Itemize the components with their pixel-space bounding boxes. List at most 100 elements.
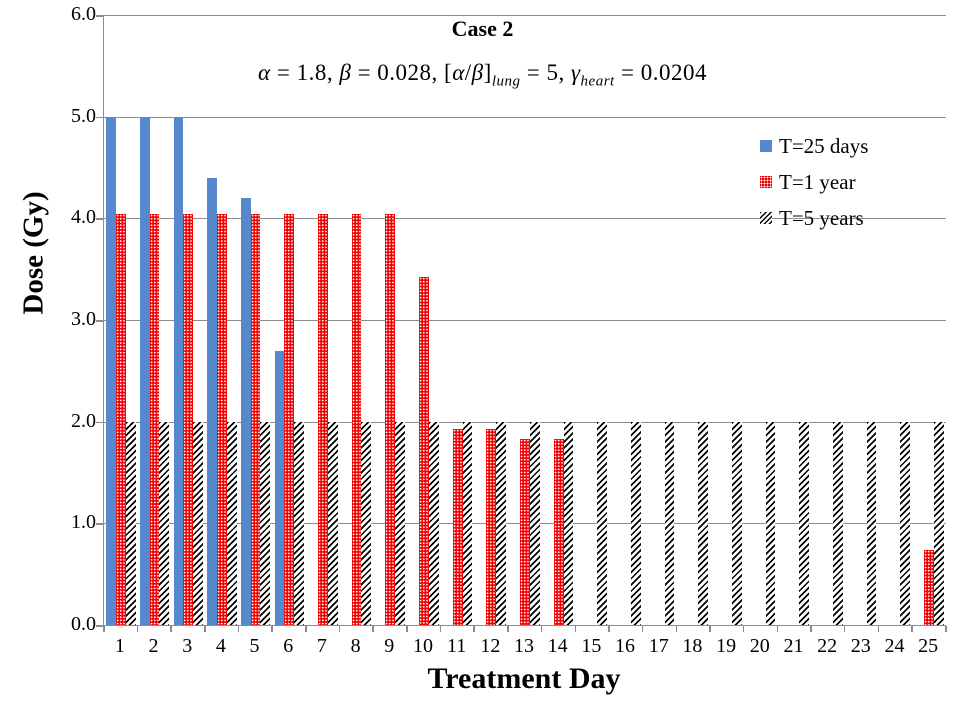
x-tick-label: 1 [114,635,125,657]
bar-t-5-years [361,421,372,625]
x-tick-mark [641,626,644,632]
bar-t-5-years [630,421,641,625]
x-tick-mark [709,626,711,632]
x-tick-label: 16 [615,635,636,657]
x-tick-mark [877,626,880,632]
bar-group-day-24 [879,15,913,625]
x-tick-label: 14 [547,635,568,657]
x-tick-label: 11 [446,635,467,657]
x-tick-mark [372,626,374,632]
y-tick-mark [96,523,103,525]
x-axis-title: Treatment Day [427,662,621,695]
bar-t-1-year [553,438,564,625]
x-tick-label: 19 [716,635,737,657]
x-tick-label: 8 [350,635,361,657]
bar-t-1-year [419,277,429,625]
y-tick-label: 2.0 [71,409,96,432]
bar-t-1-year [351,214,362,625]
bar-t-5-years [529,421,540,625]
bar-group-day-16 [609,15,643,625]
bar-t-1-year [149,214,160,625]
bar-t-5-years [327,421,338,625]
bar-t-1-year [115,214,126,625]
x-tick-label: 17 [648,635,669,657]
x-tick-mark [305,626,307,632]
y-tick-mark [96,15,103,17]
y-tick-label: 0.0 [71,613,96,635]
x-tick-mark [204,626,206,632]
bar-group-day-25 [912,15,946,625]
gridline [104,421,946,423]
x-tick-label: 9 [384,635,395,657]
x-tick-label: 24 [884,635,905,657]
bar-t-1-year [385,214,396,625]
bar-t-25-days [173,116,184,625]
bar-t-5-years [294,421,304,625]
bar-group-day-14 [542,15,576,625]
x-tick-label: 6 [283,635,294,657]
bar-t-1-year [486,428,497,625]
x-tick-label: 7 [316,635,327,657]
bar-group-day-18 [677,15,711,625]
x-tick-mark [271,626,273,632]
bar-group-day-22 [811,15,845,625]
formula-alpha: α [258,60,271,85]
x-tick-label: 10 [412,635,433,657]
bar-t-5-years [664,421,675,625]
bar-group-day-19 [710,15,744,625]
bar-group-day-2 [138,15,172,625]
x-tick-mark [473,626,475,632]
formula-gamma: γ [570,60,581,85]
x-tick-mark [675,626,678,632]
bar-group-day-12 [474,15,508,625]
bar-group-day-10 [407,15,441,625]
legend: T=25 days T=1 year T=5 years [760,128,868,236]
bar-t-5-years [159,421,170,625]
bar-t-5-years [698,421,709,625]
x-tick-mark [574,626,577,632]
bar-t-25-days [106,116,116,625]
x-tick-label: 25 [918,635,939,657]
bar-t-5-years [866,421,877,625]
bar-t-5-years [125,421,136,625]
bar-group-day-5 [239,15,273,625]
x-tick-label: 3 [182,635,193,657]
x-tick-mark [810,626,812,632]
x-tick-label: 22 [817,635,838,657]
gridline [104,320,946,321]
x-tick-label: 4 [215,635,226,657]
bar-t-5-years [226,421,237,625]
bar-t-5-years [833,421,843,625]
y-tick-mark [96,116,103,119]
x-tick-label: 15 [581,635,602,657]
x-tick-mark [608,626,610,632]
bar-t-25-days [207,177,217,625]
bar-group-day-23 [845,15,879,625]
plot-area [103,15,946,626]
x-tick-label: 20 [749,635,770,657]
x-tick-mark [439,626,442,632]
x-tick-mark [406,626,408,632]
x-tick-mark [507,626,509,632]
x-tick-label: 18 [682,635,703,657]
y-tick-label: 3.0 [71,308,96,330]
y-tick-label: 6.0 [71,3,96,25]
bar-t-5-years [563,421,574,625]
x-tick-mark [338,626,341,632]
gridline [104,218,946,220]
y-tick-label: 1.0 [71,511,96,534]
x-tick-label: 13 [514,635,534,657]
bar-t-1-year [284,214,295,625]
bar-t-5-years [765,421,776,625]
bar-t-5-years [260,421,271,625]
x-tick-mark [170,626,172,632]
y-tick-mark [96,625,103,627]
x-tick-label: 12 [480,635,501,657]
bar-t-5-years [428,421,439,625]
bar-t-1-year [216,214,227,625]
bar-t-1-year [183,214,194,625]
x-tick-mark [776,626,779,632]
bar-group-day-1 [104,15,138,625]
formula-beta: β [339,60,352,85]
